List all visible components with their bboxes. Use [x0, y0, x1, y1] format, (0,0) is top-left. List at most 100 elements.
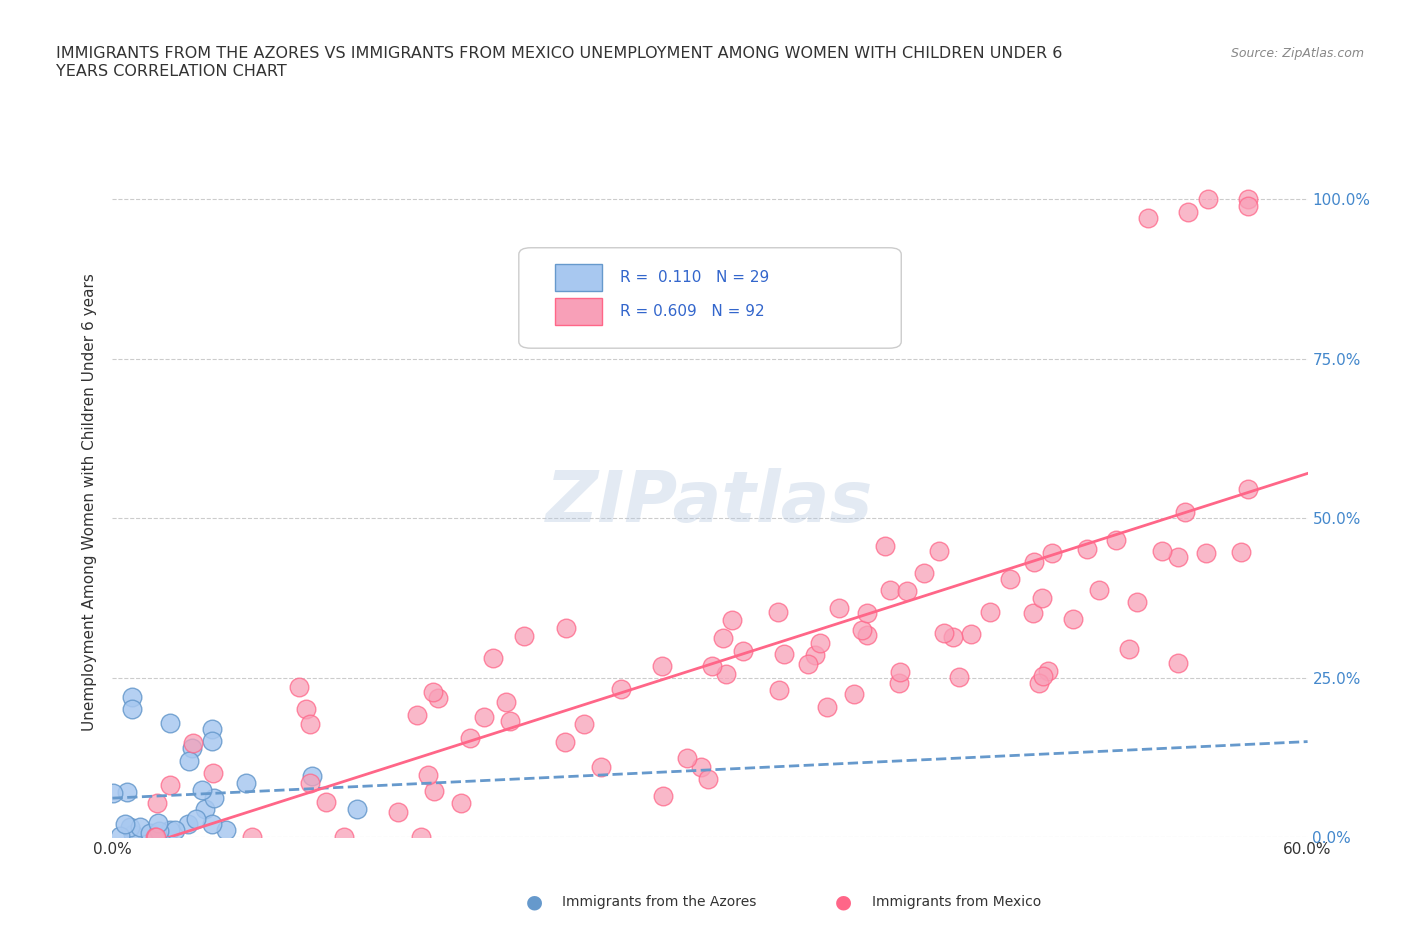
Point: [513, 629, 536, 644]
Point: [186, 811, 208, 826]
Point: [1028, 675, 1050, 690]
Text: Immigrants from Mexico: Immigrants from Mexico: [872, 895, 1040, 910]
Point: [928, 544, 950, 559]
Point: [159, 716, 181, 731]
Point: [294, 701, 316, 716]
Point: [808, 635, 831, 650]
Point: [948, 670, 970, 684]
Point: [804, 647, 827, 662]
Point: [842, 686, 865, 701]
Point: [896, 584, 918, 599]
Point: [828, 601, 851, 616]
Point: [555, 620, 578, 635]
Point: [1236, 482, 1258, 497]
Point: [346, 802, 368, 817]
Point: [194, 802, 217, 817]
Point: [145, 830, 167, 844]
Point: [235, 776, 257, 790]
Point: [482, 650, 505, 665]
Point: [772, 646, 794, 661]
Point: [690, 759, 713, 774]
Point: [101, 786, 124, 801]
Point: [146, 816, 169, 830]
Point: [191, 783, 214, 798]
Point: [889, 664, 911, 679]
Point: [177, 817, 200, 831]
Point: [1237, 198, 1260, 213]
Point: [1197, 192, 1219, 206]
Point: [115, 784, 138, 799]
Point: [875, 538, 897, 553]
Point: [159, 822, 181, 837]
Point: [650, 658, 672, 673]
FancyBboxPatch shape: [519, 247, 901, 348]
Point: [1167, 550, 1189, 565]
Point: [1152, 543, 1174, 558]
Point: [1000, 571, 1022, 586]
Point: [1038, 663, 1060, 678]
Point: [652, 789, 675, 804]
Point: [700, 658, 723, 673]
Point: [942, 630, 965, 644]
Point: [574, 716, 596, 731]
Text: R = 0.609   N = 92: R = 0.609 N = 92: [620, 304, 765, 319]
Text: Source: ZipAtlas.com: Source: ZipAtlas.com: [1230, 46, 1364, 60]
Text: ●: ●: [835, 893, 852, 911]
Point: [1126, 594, 1149, 609]
Point: [450, 796, 472, 811]
Point: [181, 740, 204, 755]
Point: [146, 795, 169, 810]
Point: [1177, 205, 1199, 219]
Point: [498, 714, 520, 729]
Point: [458, 730, 481, 745]
Point: [387, 804, 409, 819]
Text: ●: ●: [526, 893, 543, 911]
Point: [1118, 642, 1140, 657]
Point: [201, 721, 224, 736]
Point: [215, 823, 238, 838]
Point: [138, 826, 160, 841]
Point: [1174, 504, 1197, 519]
Point: [676, 751, 699, 765]
Point: [409, 830, 432, 844]
Point: [315, 795, 337, 810]
Point: [797, 657, 820, 671]
Point: [1088, 582, 1111, 597]
Y-axis label: Unemployment Among Women with Children Under 6 years: Unemployment Among Women with Children U…: [82, 273, 97, 731]
Point: [121, 689, 143, 704]
Point: [589, 760, 612, 775]
Point: [177, 753, 200, 768]
Point: [299, 775, 322, 790]
Point: [181, 736, 204, 751]
Point: [495, 695, 517, 710]
Text: IMMIGRANTS FROM THE AZORES VS IMMIGRANTS FROM MEXICO UNEMPLOYMENT AMONG WOMEN WI: IMMIGRANTS FROM THE AZORES VS IMMIGRANTS…: [56, 46, 1063, 79]
Point: [1230, 544, 1253, 559]
Point: [416, 767, 439, 782]
Point: [299, 716, 322, 731]
Point: [472, 710, 495, 724]
Point: [1031, 591, 1053, 605]
Point: [422, 784, 444, 799]
Point: [202, 765, 225, 780]
Point: [932, 626, 955, 641]
Point: [1040, 546, 1063, 561]
Point: [422, 684, 444, 699]
Point: [121, 702, 143, 717]
Point: [288, 679, 311, 694]
Point: [1076, 541, 1098, 556]
Point: [610, 682, 633, 697]
Point: [129, 819, 152, 834]
Point: [1062, 612, 1084, 627]
Point: [879, 583, 901, 598]
Point: [887, 676, 910, 691]
Bar: [554, 264, 602, 291]
Point: [301, 768, 323, 783]
Point: [1194, 545, 1216, 560]
Point: [121, 827, 143, 842]
Point: [1167, 656, 1189, 671]
Point: [851, 623, 873, 638]
Point: [163, 823, 186, 838]
Text: Immigrants from the Azores: Immigrants from the Azores: [562, 895, 756, 910]
Point: [554, 735, 576, 750]
Point: [406, 708, 429, 723]
